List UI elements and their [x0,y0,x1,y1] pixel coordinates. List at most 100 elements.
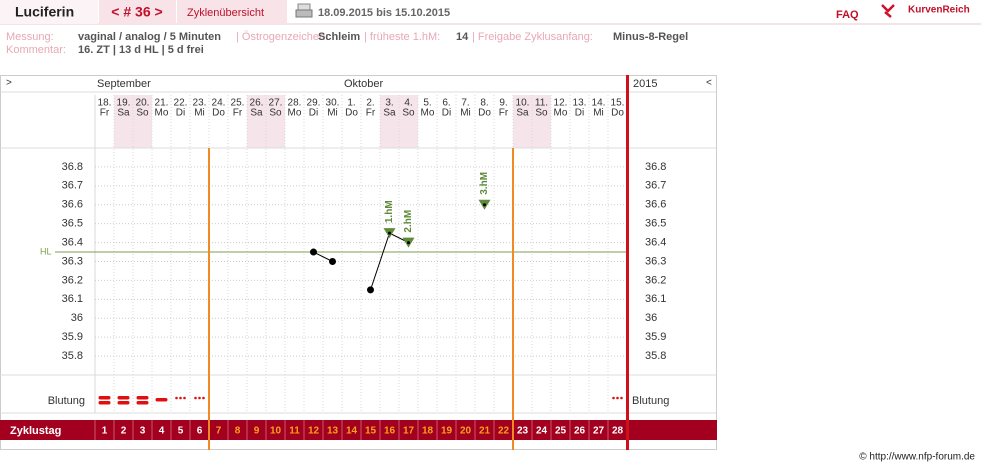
y-tick-label: 36.1 [62,293,83,305]
weekday-label: So [535,108,548,119]
weekday-label: Mo [288,108,302,119]
info-value: 14 [456,31,469,43]
bleeding-mark [155,398,168,402]
cycle-day: 10 [270,426,282,437]
day-label: 9. [499,98,507,109]
cycle-day: 8 [235,426,241,437]
y-tick-label: 36.4 [62,236,83,248]
cycle-day: 19 [441,426,453,437]
bleeding-dash [155,398,168,402]
day-label: 1. [347,98,355,109]
overview-link[interactable]: Zyklenübersicht [187,7,264,19]
chart-frame [0,75,717,450]
overview-cell[interactable] [177,0,287,24]
y-tick-label: 36.3 [62,255,83,267]
y-tick-label: 35.8 [62,350,83,362]
weekday-label: Fr [100,108,110,119]
bleeding-dot [198,396,201,400]
y-tick-label: 36.7 [62,180,83,192]
info-value: Minus-8-Regel [613,31,688,43]
day-label: 13. [573,98,587,109]
day-label: 15. [611,98,625,109]
day-label: 24. [212,98,226,109]
info-value: Schleim [318,31,360,43]
user-name: Luciferin [15,4,74,20]
bleeding-mark [136,396,149,405]
weekday-label: Do [478,108,491,119]
weekend-shade [513,95,532,148]
hm-dot [483,203,486,207]
hm-dot [388,231,391,235]
bleeding-dash [117,396,130,400]
cycle-day: 1 [102,426,108,437]
weekend-shade [532,95,551,148]
day-label: 29. [307,98,321,109]
weekend-shade [380,95,399,148]
cycle-day: 24 [536,426,548,437]
weekday-label: Sa [516,108,529,119]
cycle-nav[interactable]: < # 36 > [111,4,162,20]
bleeding-label: Blutung [48,395,85,407]
cycle-label: Zyklustag [10,425,61,437]
day-label: 11. [535,98,548,109]
y-tick-label-right: 36.5 [645,218,666,230]
nav-cell[interactable] [99,0,176,24]
weekday-label: So [269,108,282,119]
weekend-shade [247,95,266,148]
logo-icon [881,4,895,18]
weekday-label: Mi [194,108,205,119]
weekday-label: Mi [327,108,338,119]
hm-label: 2.hM [403,210,414,233]
weekday-label: So [136,108,149,119]
bleeding-dot [183,396,186,400]
cycle-day: 11 [289,426,300,437]
cycle-day: 9 [254,426,260,437]
bleeding-dot [175,396,178,400]
day-label: 14. [592,98,606,109]
hm-dot [407,241,410,245]
weekday-label: So [402,108,415,119]
info-value: 16. ZT | 13 d HL | 5 d frei [78,44,204,56]
date-range: 18.09.2015 bis 15.10.2015 [318,7,450,19]
logo[interactable]: KurvenReich [908,5,970,16]
cycle-day: 16 [384,426,396,437]
weekday-label: Fr [366,108,376,119]
y-tick-label-right: 35.9 [645,331,666,343]
day-label: 28. [288,98,302,109]
bleeding-dot [194,396,197,400]
temp-point [329,258,336,265]
faq-link[interactable]: FAQ [836,9,859,21]
day-label: 21. [155,98,169,109]
y-tick-label: 36.6 [62,199,83,211]
cycle-day: 20 [460,426,472,437]
weekday-label: Mo [421,108,435,119]
info-label: Messung: [6,31,54,43]
bleeding-dash [117,401,130,405]
info-label: | Freigabe Zyklusanfang: [472,31,593,43]
y-tick-label-right: 36 [645,312,657,324]
weekday-label: Sa [117,108,130,119]
print-icon[interactable] [295,3,313,18]
y-tick-label: 36.2 [62,274,83,286]
y-tick-label: 36.5 [62,218,83,230]
hl-label: HL [40,246,52,256]
temp-point [367,286,374,294]
weekday-label: Do [611,108,624,119]
temp-point [310,248,317,256]
y-tick-label-right: 36.3 [645,255,666,267]
info-label: | Östrogenzeichen: [236,31,328,43]
cycle-day: 3 [140,426,146,437]
cycle-day: 7 [216,426,222,437]
day-label: 10. [516,98,530,109]
month-label: September [97,78,151,90]
cycle-day: 27 [593,426,605,437]
bleeding-dot [179,396,182,400]
weekday-label: Sa [383,108,396,119]
bleeding-dash [98,396,111,400]
cycle-day: 25 [555,426,567,437]
bleeding-mark [194,396,205,400]
day-label: 7. [461,98,469,109]
weekday-label: Di [442,108,451,119]
cycle-day: 5 [178,426,184,437]
weekday-label: Mo [554,108,568,119]
